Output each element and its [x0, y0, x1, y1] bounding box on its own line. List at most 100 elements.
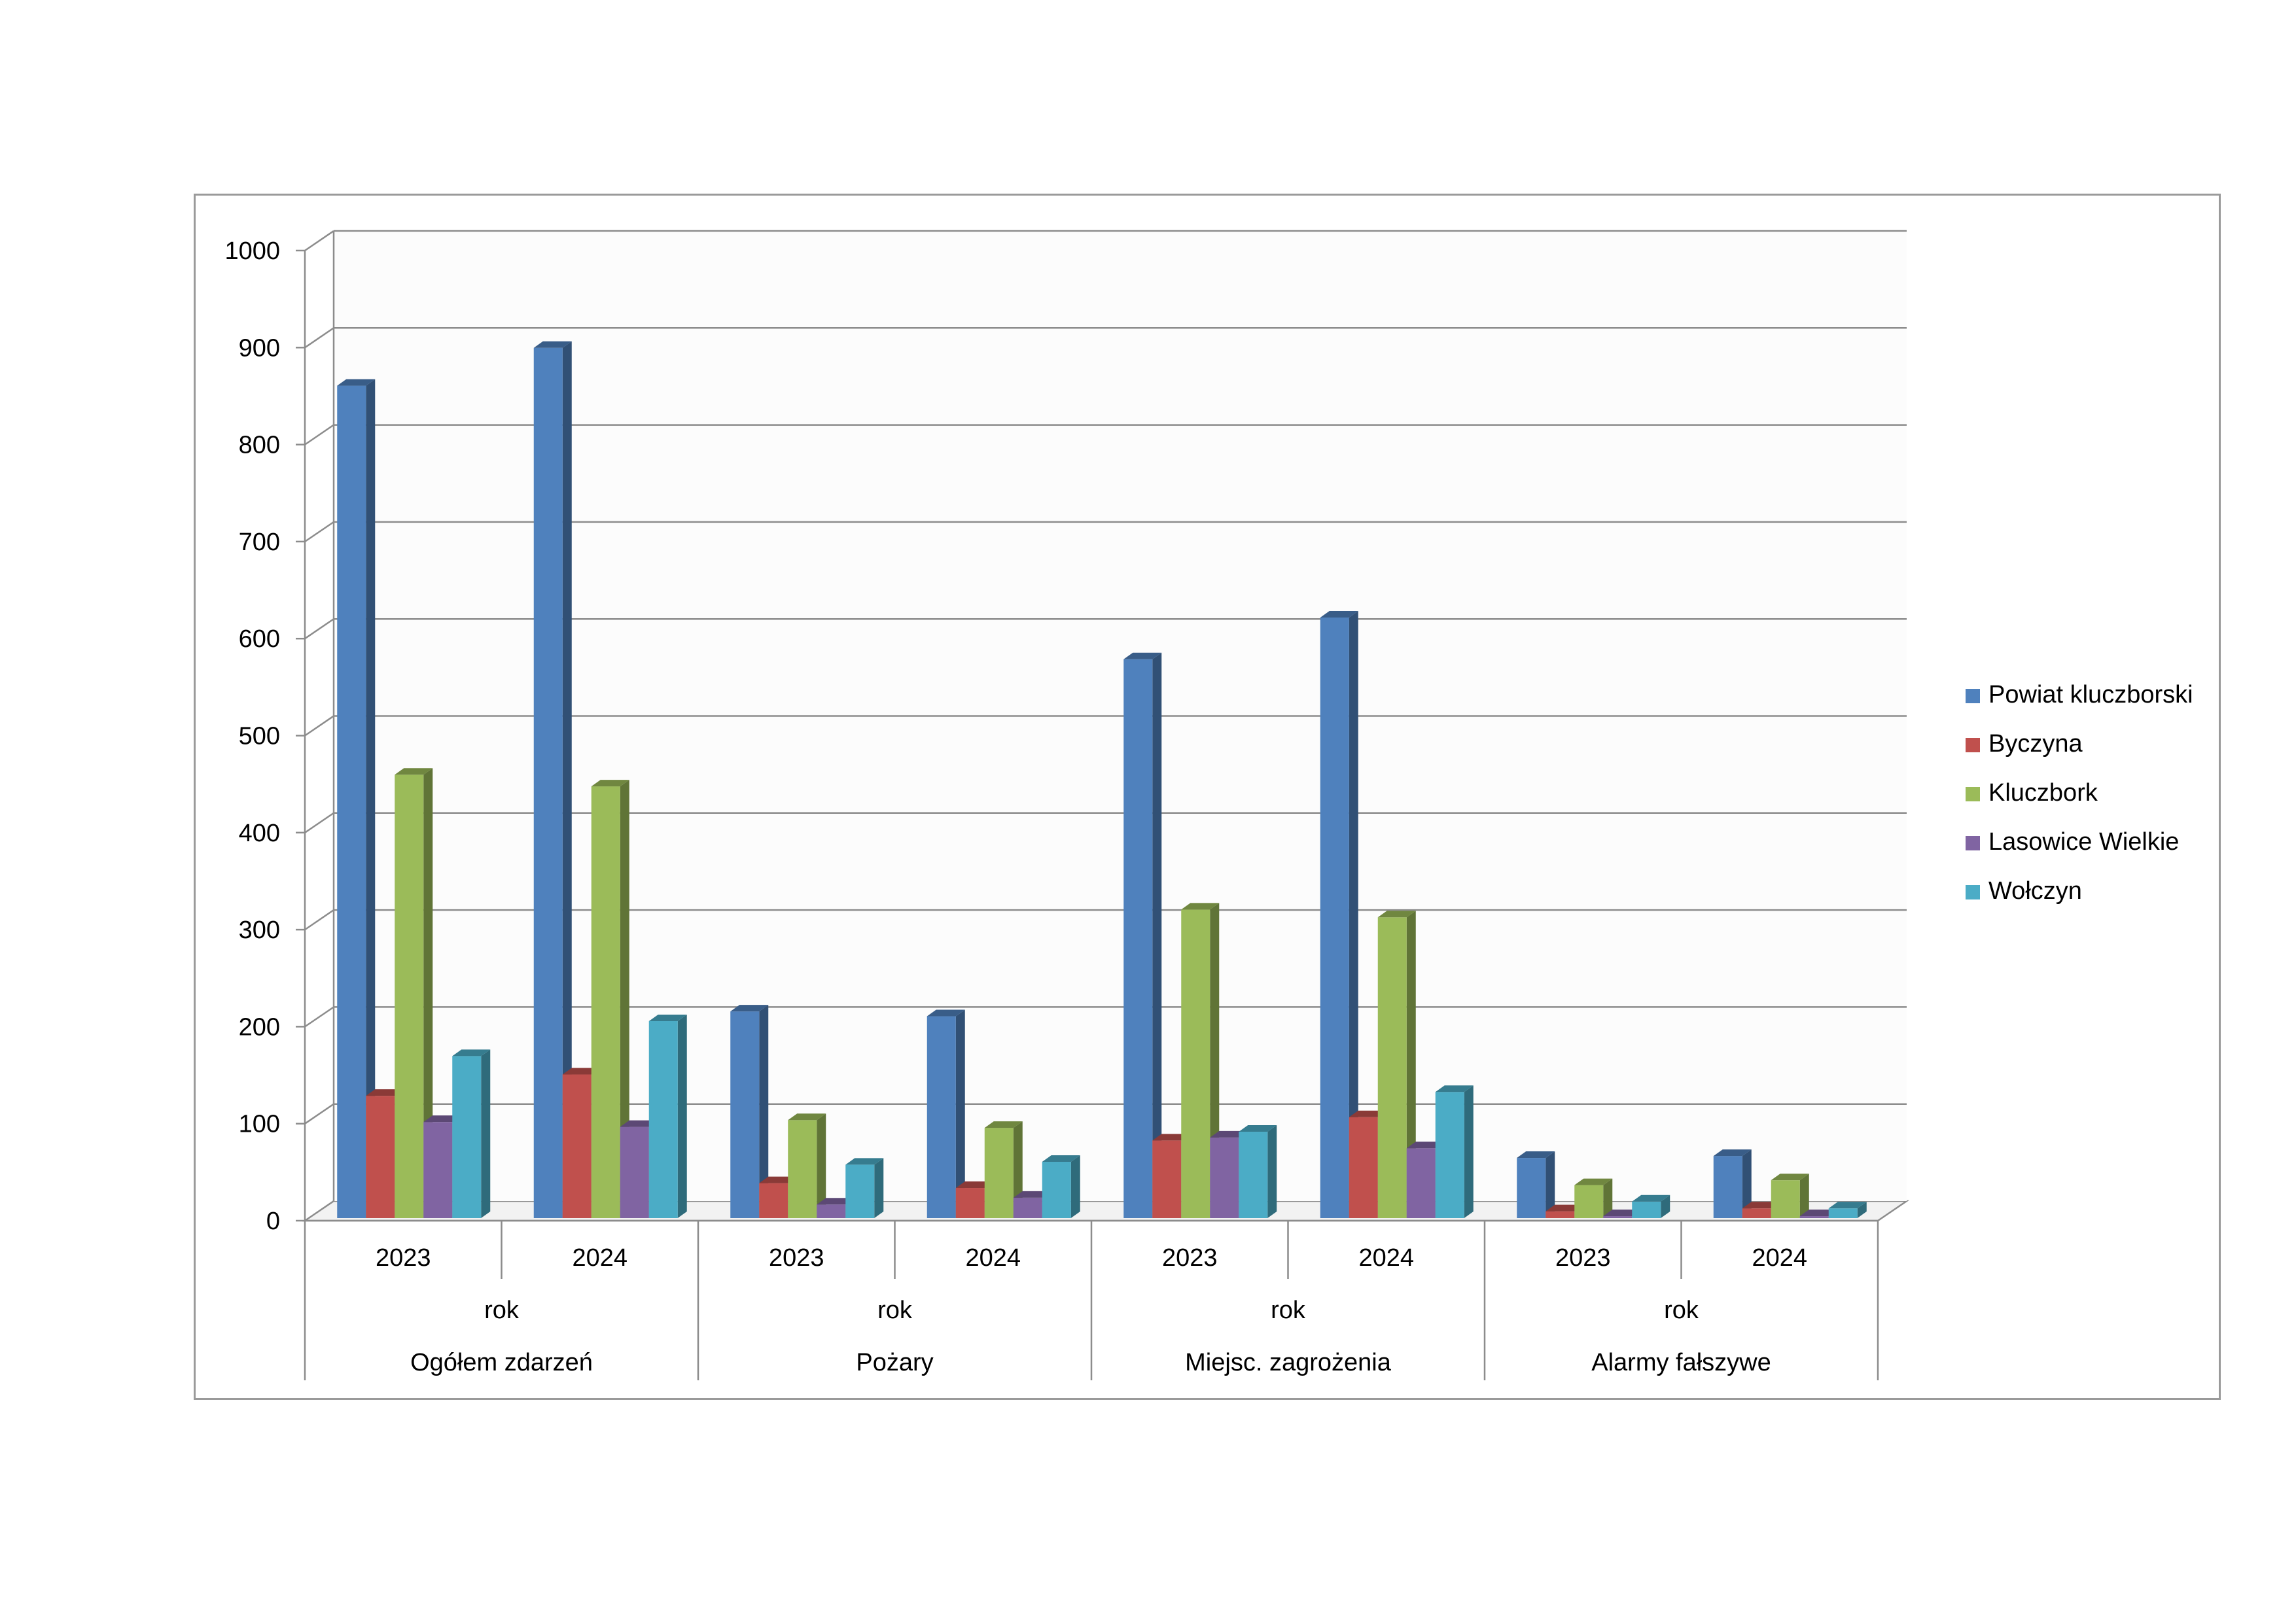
y-tick-label: 500	[239, 723, 280, 750]
y-tick-label: 100	[239, 1111, 280, 1138]
x-rok-label: rok	[877, 1297, 913, 1324]
bar-top	[533, 341, 572, 348]
bar-top	[1771, 1174, 1809, 1181]
bar-top	[648, 1014, 687, 1021]
bar-front	[1545, 1211, 1575, 1218]
bar	[1771, 1174, 1809, 1218]
bar	[1042, 1155, 1080, 1218]
x-rok-label: rok	[1664, 1297, 1699, 1324]
bar-side	[1545, 1151, 1555, 1218]
bar-top	[1742, 1202, 1780, 1209]
bar-front	[1799, 1216, 1829, 1218]
bar-front	[927, 1016, 956, 1218]
bar	[1574, 1178, 1613, 1218]
x-year-label: 2024	[572, 1244, 627, 1272]
bar	[1435, 1085, 1474, 1218]
y-tick-label: 300	[239, 916, 280, 944]
bar-front	[1239, 1132, 1268, 1218]
bar-front	[395, 775, 424, 1218]
bar-top	[1574, 1178, 1613, 1185]
gridline-side	[304, 521, 334, 542]
legend-label: Byczyna	[1988, 730, 2083, 758]
bars	[337, 341, 1867, 1219]
bar-front	[1406, 1148, 1436, 1218]
bar-top	[817, 1198, 855, 1205]
bar-top	[1545, 1204, 1584, 1212]
bar-top	[1123, 652, 1162, 659]
bar-top	[1517, 1151, 1555, 1159]
bar-top	[1013, 1191, 1051, 1198]
bar-front	[1349, 1117, 1378, 1218]
gridline-side	[304, 230, 334, 252]
bar-side	[759, 1005, 769, 1218]
bar-top	[1349, 1110, 1387, 1117]
bar	[1713, 1149, 1752, 1218]
bar-front	[1377, 917, 1407, 1218]
bar	[984, 1121, 1023, 1218]
x-axis: 2023 2024 2023 2024 2023 2024 2023 2024 rok Ogółe…	[304, 1219, 1879, 1380]
y-tick-label: 1000	[224, 237, 280, 265]
bar-top	[1210, 1130, 1248, 1138]
bar	[1320, 611, 1358, 1218]
bar-side	[1603, 1178, 1613, 1218]
gridline-side	[304, 909, 334, 931]
gridline-side	[304, 618, 334, 640]
bar-front	[366, 1096, 395, 1218]
bar-top	[1603, 1210, 1642, 1217]
bar-front	[1210, 1137, 1239, 1218]
bar-front	[620, 1126, 649, 1218]
bar-front	[955, 1188, 985, 1218]
x-year-label: 2024	[965, 1244, 1021, 1272]
bar-front	[759, 1183, 788, 1218]
bar-side	[1661, 1195, 1670, 1218]
legend-item: Wołczyn	[1966, 877, 2082, 905]
bar	[533, 341, 572, 1218]
bar	[845, 1158, 884, 1218]
bar	[788, 1113, 826, 1218]
x-year-label: 2024	[1358, 1244, 1414, 1272]
bar-top	[955, 1181, 994, 1189]
x-year-label: 2023	[376, 1244, 431, 1272]
bar-top	[1042, 1155, 1080, 1162]
bar-side	[562, 341, 572, 1218]
bar-top	[591, 780, 629, 787]
bar-top	[1799, 1210, 1838, 1217]
bar	[1742, 1202, 1780, 1218]
bar	[337, 379, 376, 1219]
bar-front	[1181, 909, 1210, 1218]
bar-top	[1435, 1085, 1474, 1092]
legend-item: Byczyna	[1966, 730, 2083, 758]
bar-side	[1742, 1149, 1752, 1218]
bar	[730, 1005, 769, 1218]
bar-front	[1713, 1156, 1742, 1218]
legend-label: Wołczyn	[1988, 877, 2082, 905]
bar-top	[788, 1113, 826, 1121]
legend: Powiat kluczborski Byczyna Kluczbork Lasowi…	[1966, 681, 2193, 905]
bar	[1377, 911, 1416, 1218]
bar	[1239, 1125, 1277, 1218]
y-tick-label: 800	[239, 432, 280, 459]
bar-side	[1464, 1085, 1474, 1218]
bar	[395, 768, 433, 1218]
bar-front	[845, 1164, 875, 1218]
bar-side	[481, 1049, 491, 1218]
bar-front	[984, 1128, 1014, 1218]
bar-front	[1771, 1180, 1800, 1218]
bar	[927, 1009, 965, 1218]
x-rok-label: rok	[484, 1297, 520, 1324]
gridline-side	[304, 715, 334, 737]
gridline-side	[304, 1103, 334, 1125]
bar-side	[423, 768, 433, 1218]
bar	[1632, 1195, 1670, 1218]
x-year-label: 2023	[769, 1244, 824, 1272]
legend-swatch	[1966, 787, 1980, 801]
bar-top	[1406, 1142, 1445, 1149]
bar	[1828, 1202, 1867, 1218]
bar-top	[845, 1158, 884, 1165]
bar-front	[591, 786, 620, 1218]
bar-side	[874, 1158, 884, 1218]
x-rok-label: rok	[1271, 1297, 1306, 1324]
legend-label: Kluczbork	[1988, 779, 2098, 807]
bar-top	[984, 1121, 1023, 1128]
